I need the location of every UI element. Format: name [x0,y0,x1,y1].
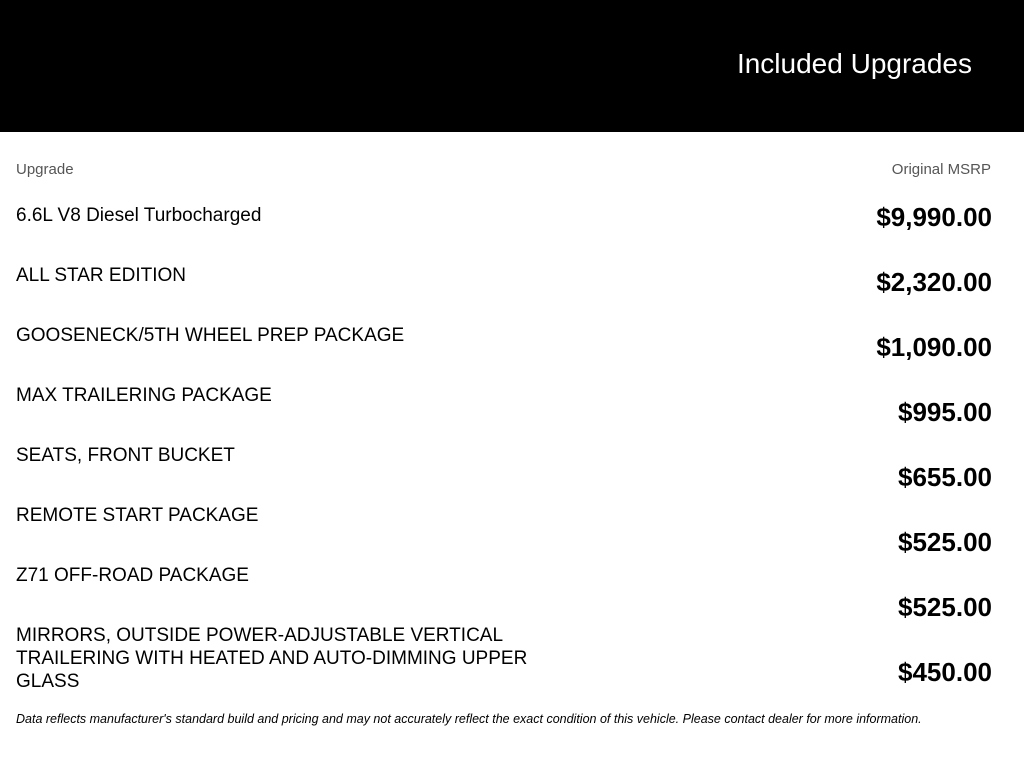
upgrade-price: $525.00 [898,592,992,622]
disclaimer: Data reflects manufacturer's standard bu… [16,712,922,726]
header-bar: Included Upgrades [0,0,1024,132]
upgrade-name: MIRRORS, OUTSIDE POWER-ADJUSTABLE VERTIC… [16,625,528,692]
upgrade-price: $2,320.00 [876,267,992,297]
upgrade-name: 6.6L V8 Diesel Turbocharged [16,205,262,226]
upgrade-name: MAX TRAILERING PACKAGE [16,385,272,406]
upgrade-price: $525.00 [898,527,992,557]
upgrade-price: $9,990.00 [876,202,992,232]
upgrade-name: GOOSENECK/5TH WHEEL PREP PACKAGE [16,325,405,346]
upgrade-list: 6.6L V8 Diesel Turbocharged ALL STAR EDI… [16,204,576,692]
upgrade-price: $655.00 [898,462,992,492]
upgrade-price: $995.00 [898,397,992,427]
page-title: Included Upgrades [736,48,972,79]
column-header-upgrade: Upgrade [16,161,74,178]
price-list: $9,990.00 $2,320.00 $1,090.00 $995.00 $6… [876,200,992,720]
upgrade-name: SEATS, FRONT BUCKET [16,445,235,466]
upgrade-name: Z71 OFF-ROAD PACKAGE [16,565,249,586]
upgrade-name: REMOTE START PACKAGE [16,505,259,526]
upgrade-price: $450.00 [898,657,992,687]
upgrade-name: ALL STAR EDITION [16,265,186,286]
upgrade-price: $1,090.00 [876,332,992,362]
column-header-msrp: Original MSRP [891,161,991,178]
